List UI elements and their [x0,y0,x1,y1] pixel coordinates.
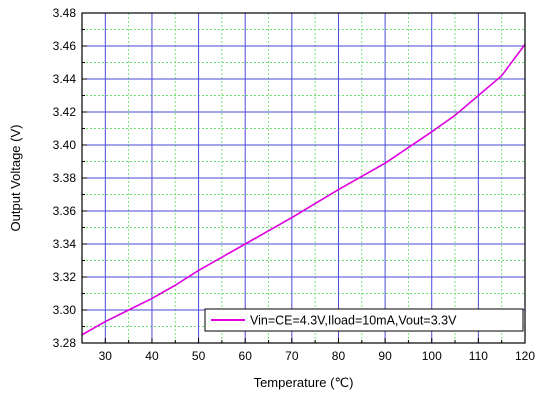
x-tick-label: 90 [378,349,392,363]
y-tick-label: 3.34 [53,237,77,251]
y-tick-labels: 3.28 3.30 3.32 3.34 3.36 3.38 3.40 3.42 3.44 3.46… [53,6,77,350]
y-tick-label: 3.42 [53,105,77,119]
y-tick-label: 3.28 [53,336,77,350]
legend: Vin=CE=4.3V,Iload=10mA,Vout=3.3V [204,308,524,332]
x-tick-label: 50 [192,349,206,363]
x-tick-label: 100 [422,349,442,363]
x-tick-label: 80 [332,349,346,363]
y-tick-label: 3.48 [53,6,77,20]
y-axis-title: Output Voltage (V) [8,125,23,232]
x-tick-label: 60 [239,349,253,363]
x-tick-label: 110 [469,349,488,363]
y-tick-label: 3.46 [53,39,77,53]
x-tick-label: 120 [515,349,535,363]
legend-label: Vin=CE=4.3V,Iload=10mA,Vout=3.3V [250,314,457,328]
axis-ticks [82,12,526,344]
y-tick-label: 3.44 [53,72,77,86]
series-line [81,43,526,336]
y-tick-label: 3.36 [53,204,77,218]
x-tick-label: 40 [145,349,159,363]
y-tick-label: 3.40 [53,138,77,152]
x-tick-label: 70 [285,349,299,363]
x-axis-title: Temperature (℃) [254,375,354,390]
series-layer [81,43,526,336]
y-tick-label: 3.32 [53,270,77,284]
x-tick-label: 30 [99,349,113,363]
y-tick-label: 3.38 [53,171,77,185]
x-tick-labels: 30 40 50 60 70 80 90 100 110 120 [99,349,536,363]
legend-box [204,308,524,332]
y-tick-label: 3.30 [53,303,77,317]
